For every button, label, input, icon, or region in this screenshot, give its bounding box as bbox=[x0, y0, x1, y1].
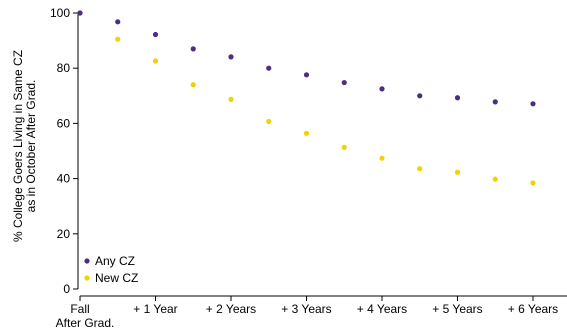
any-cz-point bbox=[417, 93, 423, 99]
any-cz-point bbox=[379, 86, 385, 92]
new-cz-point bbox=[228, 96, 234, 102]
any-cz-point bbox=[530, 101, 536, 107]
x-tick-label: Fall bbox=[70, 302, 89, 316]
new-cz-point bbox=[454, 169, 461, 175]
new-cz-point bbox=[266, 118, 272, 125]
y-axis-title-line-1: % College Goers Living in Same CZ bbox=[11, 50, 25, 242]
any-cz-point bbox=[454, 95, 461, 101]
new-cz-point bbox=[303, 130, 310, 136]
y-axis-title: % College Goers Living in Same CZ as in … bbox=[11, 50, 38, 242]
x-tick-label-line-2: After Grad. bbox=[56, 316, 115, 330]
y-tick-label: 60 bbox=[57, 116, 71, 130]
any-cz-point bbox=[341, 79, 347, 86]
new-cz-point bbox=[492, 176, 498, 182]
x-tick-label: + 5 Years bbox=[432, 302, 482, 316]
any-cz-point bbox=[190, 46, 196, 52]
legend-label-any-cz: Any CZ bbox=[95, 254, 135, 268]
y-tick-label: 40 bbox=[57, 172, 71, 186]
any-cz-point bbox=[492, 99, 498, 105]
new-cz-point bbox=[417, 166, 423, 172]
any-cz-point bbox=[115, 19, 121, 25]
x-tick-label: + 6 Years bbox=[508, 302, 558, 316]
y-axis-ticks: 0 20 40 60 80 100 bbox=[50, 6, 78, 296]
legend-marker-new-cz bbox=[84, 275, 90, 281]
y-tick-label: 0 bbox=[63, 282, 70, 296]
y-tick-label: 100 bbox=[50, 6, 70, 20]
x-tick-label: + 3 Years bbox=[281, 302, 331, 316]
data-points bbox=[77, 10, 536, 186]
any-cz-point bbox=[266, 65, 272, 71]
new-cz-point bbox=[190, 82, 196, 88]
y-tick-label: 80 bbox=[57, 61, 71, 75]
new-cz-point bbox=[379, 155, 385, 161]
any-cz-point bbox=[303, 72, 310, 78]
new-cz-point bbox=[152, 58, 159, 64]
any-cz-point bbox=[152, 31, 159, 38]
y-tick-label: 20 bbox=[57, 227, 71, 241]
legend-label-new-cz: New CZ bbox=[95, 271, 138, 285]
any-cz-point bbox=[77, 10, 83, 16]
new-cz-point bbox=[530, 180, 536, 186]
new-cz-point bbox=[341, 144, 347, 151]
x-tick-label: + 4 Years bbox=[357, 302, 407, 316]
new-cz-point bbox=[115, 36, 121, 42]
any-cz-point bbox=[228, 54, 234, 60]
legend-marker-any-cz bbox=[84, 258, 90, 264]
y-axis-title-line-2: as in October After Grad. bbox=[24, 80, 38, 213]
x-tick-label: + 2 Years bbox=[206, 302, 256, 316]
legend: Any CZ New CZ bbox=[84, 254, 138, 285]
x-tick-label: + 1 Year bbox=[133, 302, 177, 316]
